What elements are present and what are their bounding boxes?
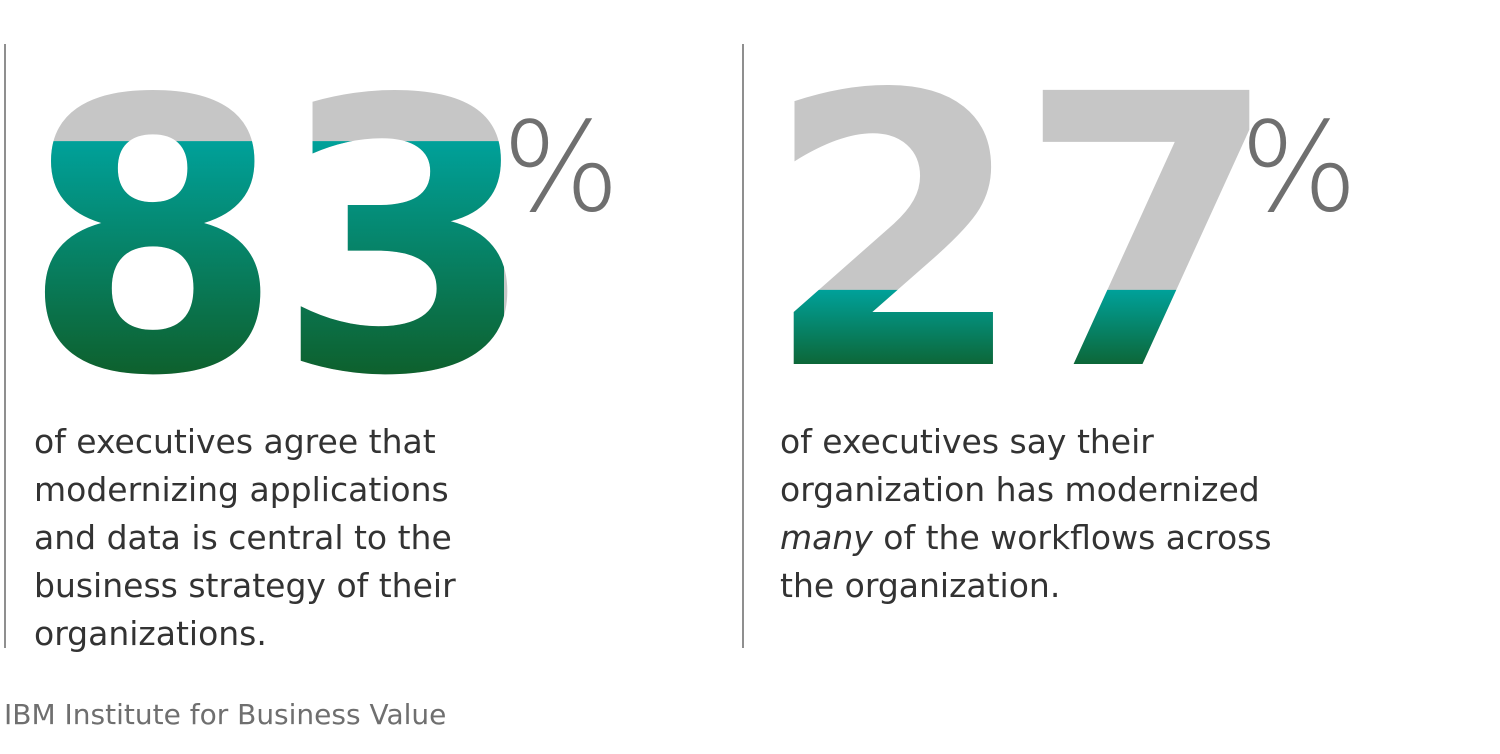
number-unfilled: 27 xyxy=(764,15,1271,453)
caption-text: of executives agree that modernizing app… xyxy=(34,422,456,653)
big-number-83: 83 83 xyxy=(22,20,537,458)
divider-line xyxy=(4,44,6,648)
number-unfilled: 83 xyxy=(22,20,529,458)
stat-27-percent: 27 27 % of executives say their organiza… xyxy=(742,15,1462,648)
source-credit: IBM Institute for Business Value xyxy=(4,698,447,731)
caption-text-end: of the workflows across the organization… xyxy=(780,518,1272,605)
caption-text: of executives say their organization has… xyxy=(780,422,1260,509)
percent-sign: % xyxy=(1240,96,1358,240)
number-filled: 83 xyxy=(22,20,529,458)
divider-line xyxy=(742,44,744,648)
percent-sign: % xyxy=(502,96,620,240)
caption-emphasis: many xyxy=(780,518,873,557)
stat-caption: of executives agree that modernizing app… xyxy=(34,418,464,658)
big-number-27: 27 27 xyxy=(764,15,1279,453)
stat-83-percent: 83 83 % of executives agree that moderni… xyxy=(4,20,704,653)
number-filled: 27 xyxy=(764,15,1271,453)
stat-caption: of executives say their organization has… xyxy=(780,418,1300,610)
